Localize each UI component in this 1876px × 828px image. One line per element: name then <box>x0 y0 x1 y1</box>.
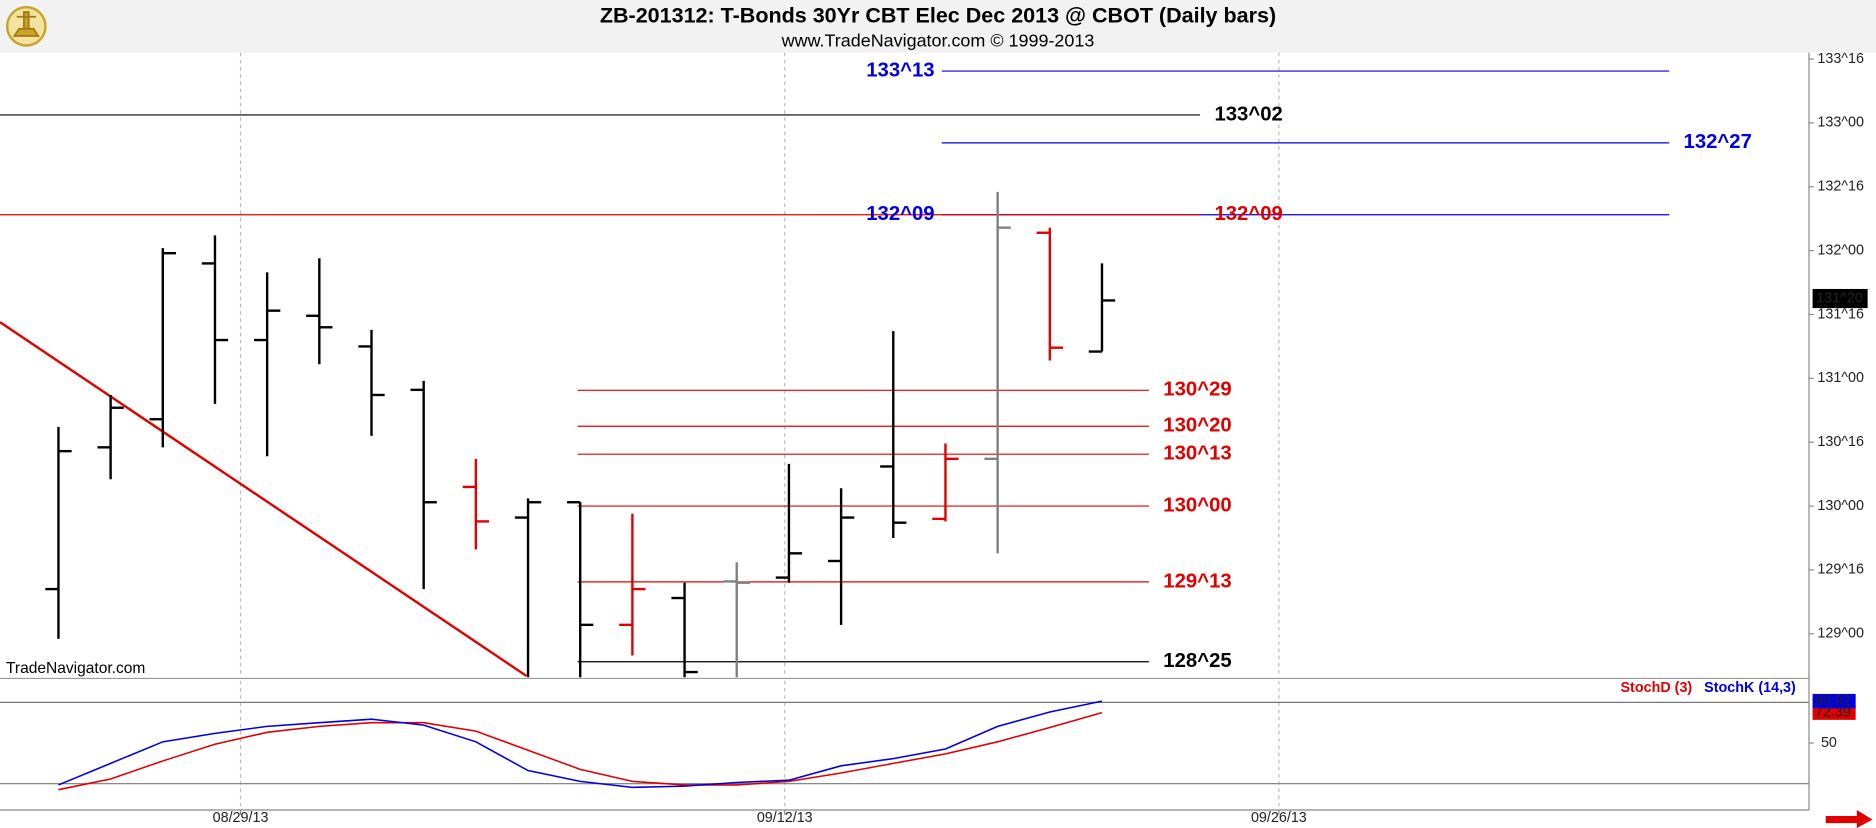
price-axis: 133^16 133^00 132^16 132^00 131^16 131^00 130^… <box>1809 51 1868 642</box>
last-value-box <box>1812 693 1856 709</box>
price-level-label: 130^00 <box>1163 494 1231 516</box>
price-level-label: 132^09 <box>1214 203 1282 225</box>
x-tick-label: 08/29/13 <box>213 810 269 826</box>
trend-line <box>0 321 528 677</box>
y-tick-label: 132^16 <box>1817 179 1864 195</box>
last-value-label: 80.92 <box>1815 693 1851 709</box>
price-level-label: 133^13 <box>866 59 934 81</box>
last-price-box <box>1812 288 1868 309</box>
y-tick-label: 133^16 <box>1817 51 1864 67</box>
y-tick-label: 129^16 <box>1817 562 1864 578</box>
last-value-box <box>1812 705 1856 720</box>
watermark: TradeNavigator.com <box>6 660 145 677</box>
price-level-label: 130^20 <box>1163 415 1231 437</box>
price-level-label: 132^09 <box>866 203 934 225</box>
stoch-line <box>58 711 1103 791</box>
y-tick-label: 130^00 <box>1817 498 1864 514</box>
y-tick-label: 131^16 <box>1817 306 1864 322</box>
price-level-label: 130^13 <box>1163 443 1231 465</box>
logo <box>5 6 47 47</box>
legend-entry: StochK (14,3) <box>1704 680 1796 696</box>
stochastic-panel <box>0 680 1809 811</box>
scroll-arrow[interactable] <box>1825 810 1873 828</box>
y-tick-label: 131^00 <box>1817 370 1864 386</box>
x-tick-label: 09/12/13 <box>757 810 813 826</box>
y-tick-label: 132^00 <box>1817 242 1864 258</box>
y-tick-label: 50 <box>1821 735 1837 751</box>
chart-subtitle: www.TradeNavigator.com © 1999-2013 <box>781 31 1095 51</box>
price-level-label: 130^29 <box>1163 379 1231 401</box>
price-level-label: 129^13 <box>1163 570 1231 592</box>
price-level-label: 128^25 <box>1163 650 1231 672</box>
y-tick-label: 129^00 <box>1817 626 1864 642</box>
price-level-label: 132^27 <box>1684 131 1752 153</box>
last-price-label: 131^20 <box>1816 290 1863 306</box>
y-tick-label: 133^00 <box>1817 115 1864 131</box>
legend-entry: StochD (3) <box>1620 680 1692 696</box>
header-band <box>0 0 1876 53</box>
x-tick-label: 09/26/13 <box>1251 810 1307 826</box>
stoch-line <box>58 700 1103 789</box>
chart-title: ZB-201312: T-Bonds 30Yr CBT Elec Dec 201… <box>600 3 1276 27</box>
last-value-label: 72.39 <box>1815 704 1851 720</box>
price-level-label: 133^02 <box>1214 103 1282 125</box>
price-panel <box>0 52 1670 678</box>
y-tick-label: 130^16 <box>1817 434 1864 450</box>
